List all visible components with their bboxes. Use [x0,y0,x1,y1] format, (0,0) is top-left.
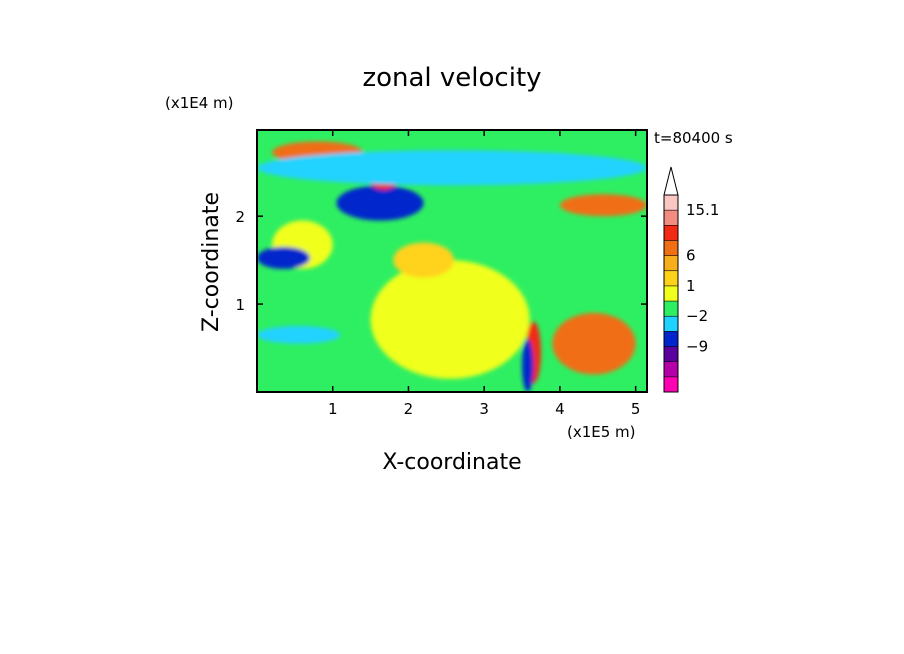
x-tick-label: 5 [631,400,641,418]
x-tick-label: 1 [328,400,338,418]
field-region [257,150,647,186]
colorbar-band [664,225,678,241]
y-unit-label: (x1E4 m) [165,94,234,112]
colorbar-arrow [663,166,679,196]
colorbar-band [664,361,678,377]
colorbar-label: −9 [686,338,708,356]
y-axis-title: Z-coordinate [199,192,224,332]
colorbar-label: 15.1 [686,201,719,219]
colorbar-frame [663,194,679,393]
colorbar-band [664,210,678,226]
colorbar-band [664,316,678,332]
field-region [336,185,424,221]
x-axis-title: X-coordinate [382,450,521,475]
colorbar-band [664,376,678,392]
x-axis-ticks: 1 2 3 4 5 [328,130,640,418]
colorbar-band [664,285,678,302]
time-label: t=80400 s [654,129,733,147]
field-region [370,260,530,379]
x-tick-label: 3 [479,400,489,418]
field-region [257,326,341,344]
field-region [257,246,311,269]
y-axis-ticks: 12 [235,208,647,314]
field-region [559,194,647,217]
y-tick-label: 2 [235,208,245,226]
colorbar-band [664,240,678,256]
colorbar-band [664,255,678,271]
colorbar-label: 6 [686,247,696,265]
x-tick-label: 2 [404,400,414,418]
colorbar-band [664,331,678,347]
heatmap-field [257,130,647,392]
colorbar-band [664,346,678,362]
colorbar-label: 1 [686,277,696,295]
colorbar: 15.1 6 1 −2 −9 [663,166,719,393]
plot-frame [256,129,648,393]
colorbar-band [664,195,678,211]
y-tick-label: 1 [235,296,245,314]
x-tick-label: 4 [555,400,565,418]
field-region [522,339,534,392]
x-unit-label: (x1E5 m) [567,423,636,441]
field-region [393,242,454,278]
field-region [552,312,636,375]
chart-title: zonal velocity [362,63,541,93]
colorbar-label: −2 [686,307,708,325]
colorbar-band [664,270,678,286]
colorbar-band [664,301,678,317]
